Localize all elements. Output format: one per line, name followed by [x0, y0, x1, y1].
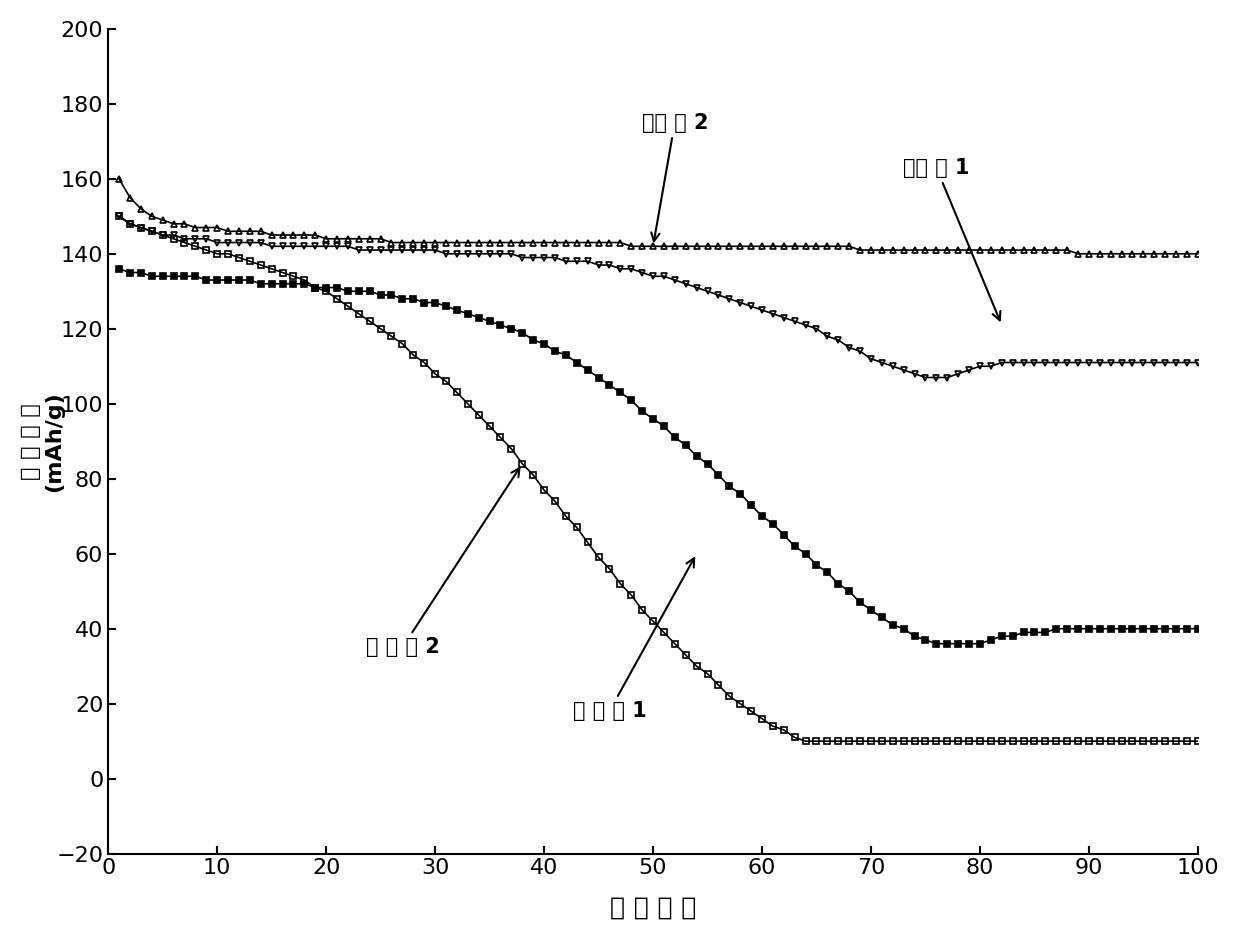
- 对 比 例 1: [1147, 623, 1162, 634]
- 对 比 例 2: [319, 286, 334, 297]
- 对 比 例 2: [362, 316, 377, 327]
- Text: 实施 例 1: 实施 例 1: [903, 158, 1001, 321]
- 实施 例 1: [1147, 357, 1162, 368]
- Text: 对 比 例 1: 对 比 例 1: [573, 558, 694, 721]
- 对 比 例 2: [799, 735, 813, 746]
- 实施 例 1: [667, 274, 682, 286]
- 对 比 例 2: [755, 713, 770, 725]
- 对 比 例 1: [319, 282, 334, 293]
- Y-axis label: 放 电 容 量
(mAh/g): 放 电 容 量 (mAh/g): [21, 391, 64, 492]
- 实施 例 1: [1190, 357, 1205, 368]
- 实施 例 2: [112, 173, 126, 184]
- Line: 实施 例 2: 实施 例 2: [115, 176, 1202, 258]
- 对 比 例 2: [112, 211, 126, 222]
- Text: 实施 例 2: 实施 例 2: [641, 113, 708, 242]
- 实施 例 2: [755, 241, 770, 252]
- X-axis label: 循 环 次 数: 循 环 次 数: [610, 895, 696, 919]
- 实施 例 2: [1070, 248, 1085, 259]
- 对 比 例 1: [667, 431, 682, 443]
- 对 比 例 1: [1190, 623, 1205, 634]
- 对 比 例 1: [929, 638, 944, 650]
- 对 比 例 2: [667, 638, 682, 650]
- 实施 例 2: [362, 233, 377, 244]
- 实施 例 1: [319, 241, 334, 252]
- 对 比 例 1: [112, 263, 126, 274]
- 实施 例 1: [362, 244, 377, 256]
- 实施 例 1: [918, 372, 932, 384]
- Line: 对 比 例 1: 对 比 例 1: [115, 265, 1202, 647]
- Line: 实施 例 1: 实施 例 1: [115, 212, 1202, 381]
- 实施 例 1: [755, 305, 770, 316]
- 实施 例 2: [1190, 248, 1205, 259]
- Line: 对 比 例 2: 对 比 例 2: [115, 212, 1202, 744]
- 实施 例 2: [1114, 248, 1128, 259]
- 实施 例 1: [1114, 357, 1128, 368]
- 对 比 例 1: [1114, 623, 1128, 634]
- 实施 例 2: [1147, 248, 1162, 259]
- 对 比 例 1: [755, 510, 770, 522]
- 对 比 例 2: [1147, 735, 1162, 746]
- 对 比 例 1: [362, 286, 377, 297]
- 实施 例 2: [667, 241, 682, 252]
- Text: 对 比 例 2: 对 比 例 2: [366, 468, 520, 657]
- 对 比 例 2: [1114, 735, 1128, 746]
- 对 比 例 2: [1190, 735, 1205, 746]
- 实施 例 2: [319, 233, 334, 244]
- 实施 例 1: [112, 211, 126, 222]
